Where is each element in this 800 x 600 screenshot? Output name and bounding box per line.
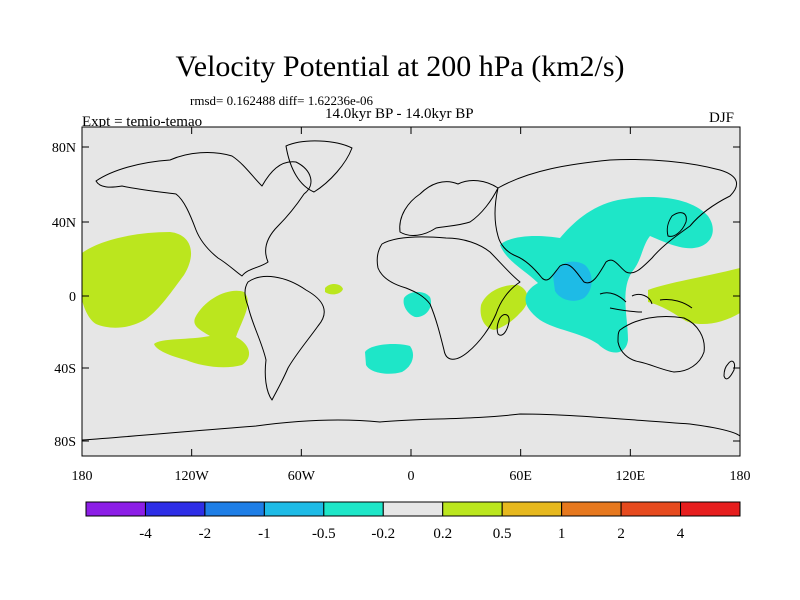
season-label: DJF (709, 110, 735, 126)
coastlines (82, 140, 740, 441)
colorbar-swatch (620, 501, 682, 517)
coast-asia (494, 158, 738, 284)
anomaly-africa-indian (480, 284, 528, 330)
colorbar-swatch (323, 501, 384, 517)
map-background (82, 127, 740, 456)
anomaly-south-pacific (154, 290, 250, 368)
colorbar-swatch (442, 501, 503, 517)
colorbar (85, 501, 741, 517)
lat-tick-label: 80S (54, 435, 76, 450)
colorbar-label: -0.5 (312, 526, 336, 542)
colorbar-swatch (382, 501, 444, 517)
experiment-label: Expt = temio-temao (82, 114, 203, 130)
lon-tick-label: 180 (730, 469, 751, 484)
coast-japan (666, 212, 687, 237)
colorbar-labels: -4 -2 -1 -0.5 -0.2 0.2 0.5 1 2 4 (139, 526, 685, 542)
lat-tick-label: 80N (52, 141, 76, 156)
colorbar-swatch (263, 501, 325, 517)
lon-tick-label: 60E (509, 469, 532, 484)
lon-tick-label: 0 (408, 469, 415, 484)
coast-greenland (285, 140, 353, 193)
lon-tick-label: 180 (72, 469, 93, 484)
colorbar-label: 1 (558, 526, 566, 542)
colorbar-swatch (501, 501, 563, 517)
anomaly-central-pacific (82, 232, 192, 328)
stats-line: rmsd= 0.162488 diff= 1.62236e-06 (190, 93, 374, 108)
colorbar-label: 4 (677, 526, 685, 542)
anomaly-west-pacific (648, 268, 740, 325)
colorbar-label: -4 (139, 526, 152, 542)
coast-north-america (95, 152, 312, 277)
positive-anomaly-regions (82, 232, 740, 368)
colorbar-label: 0.2 (433, 526, 452, 542)
colorbar-swatch (204, 501, 265, 517)
colorbar-label: -0.2 (371, 526, 395, 542)
longitude-tick-labels: 180 120W 60W 0 60E 120E 180 (72, 469, 751, 484)
anomaly-east-atlantic (325, 283, 343, 295)
colorbar-swatch (680, 501, 741, 517)
coast-south-america (244, 276, 325, 401)
anomaly-asia-indian-ocean (500, 197, 713, 353)
coast-australia (617, 316, 705, 373)
negative-anomaly-regions (365, 197, 713, 374)
coast-antarctica (82, 413, 740, 441)
period-label: 14.0kyr BP - 14.0kyr BP (325, 106, 474, 122)
latitude-tick-labels: 80N 40N 0 40S 80S (52, 141, 76, 450)
anomaly-west-pacific-wrap (82, 266, 92, 302)
lon-tick-label: 120E (616, 469, 646, 484)
coast-indonesia (599, 292, 693, 313)
coast-madagascar (496, 314, 510, 336)
lon-tick-label: 120W (175, 469, 210, 484)
colorbar-label: -1 (258, 526, 271, 542)
colorbar-swatch (85, 501, 146, 517)
map-title: Velocity Potential at 200 hPa (km2/s) (175, 50, 625, 83)
colorbar-label: 0.5 (493, 526, 512, 542)
colorbar-swatch (144, 501, 206, 517)
lat-tick-label: 40S (54, 362, 76, 377)
colorbar-label: -2 (199, 526, 212, 542)
coast-new-zealand (723, 360, 735, 380)
axis-tick-marks (81, 127, 741, 456)
colorbar-label: 2 (617, 526, 625, 542)
lat-tick-label: 40N (52, 216, 76, 231)
lat-tick-label: 0 (69, 290, 76, 305)
lon-tick-label: 60W (288, 469, 316, 484)
anomaly-south-atlantic (365, 344, 414, 374)
anomaly-core-bay-of-bengal (553, 261, 592, 301)
coast-africa (376, 236, 521, 360)
colorbar-swatch (561, 501, 622, 517)
